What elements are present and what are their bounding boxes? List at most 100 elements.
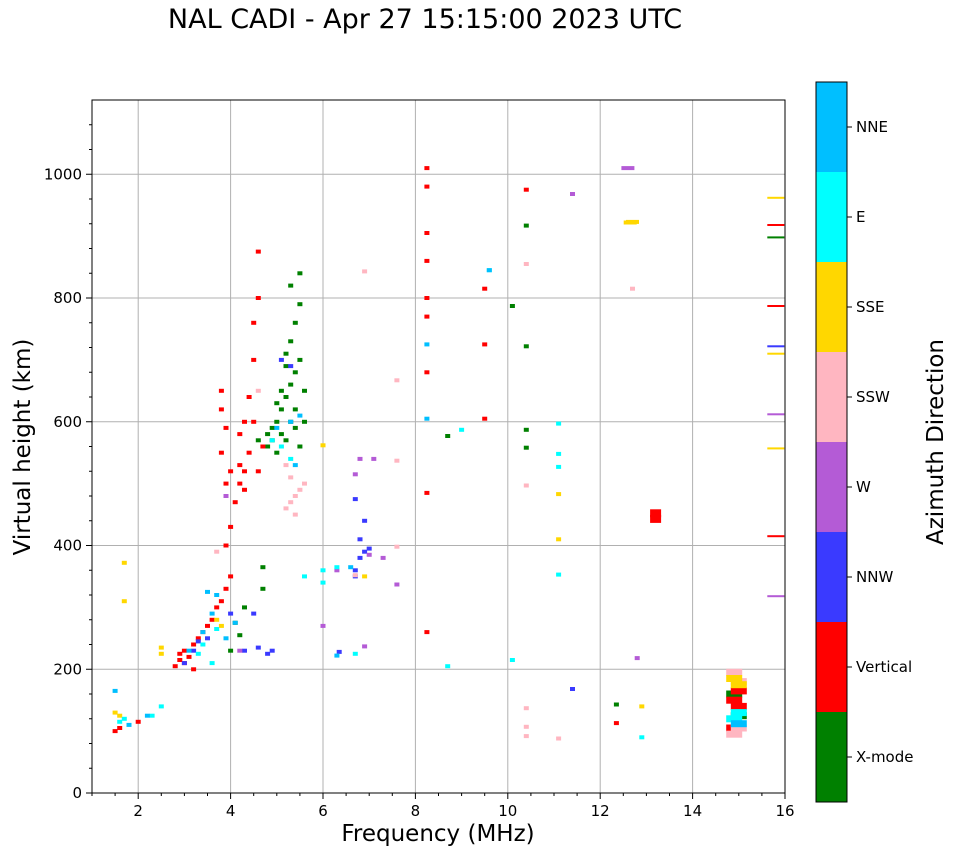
data-point-vertical xyxy=(223,481,229,486)
data-point-e xyxy=(556,464,562,469)
data-point-nne xyxy=(112,688,118,693)
data-point-vertical xyxy=(218,407,224,412)
data-point-sse xyxy=(767,447,785,450)
data-point-w xyxy=(366,552,372,557)
data-point-x-mode xyxy=(292,370,298,375)
data-point-e xyxy=(320,568,326,573)
data-point-w xyxy=(394,582,400,587)
data-point-vertical xyxy=(172,664,178,669)
data-point-vertical xyxy=(523,187,529,192)
data-point-ssw xyxy=(255,388,261,393)
data-point-nne xyxy=(223,636,229,641)
data-points xyxy=(112,166,785,741)
data-point-nne xyxy=(209,611,215,616)
data-point-nnw xyxy=(265,651,271,656)
data-point-x-mode xyxy=(302,419,307,424)
data-point-sse xyxy=(158,645,164,650)
data-point-ssw xyxy=(523,724,529,729)
x-tick-label: 6 xyxy=(318,802,328,820)
data-point-x-mode xyxy=(297,302,303,307)
colorbar-tick-label: E xyxy=(856,208,865,226)
data-point-ssw xyxy=(726,668,743,676)
data-point-nnw xyxy=(366,546,372,551)
data-point-vertical xyxy=(251,320,257,325)
data-point-nne xyxy=(186,648,192,653)
data-point-nne xyxy=(205,589,210,594)
data-point-x-mode xyxy=(278,407,284,412)
data-point-ssw xyxy=(362,269,368,274)
data-point-nnw xyxy=(767,345,785,348)
data-point-vertical xyxy=(228,469,234,474)
data-point-x-mode xyxy=(297,444,303,449)
data-point-nne xyxy=(297,413,303,418)
data-point-w xyxy=(570,192,575,196)
data-point-sse xyxy=(158,651,164,656)
data-point-nnw xyxy=(242,648,247,653)
data-point-vertical xyxy=(482,416,488,421)
data-point-x-mode xyxy=(283,364,289,369)
data-point-nne xyxy=(486,268,492,273)
data-point-w xyxy=(767,595,785,598)
data-point-nne xyxy=(334,653,340,658)
data-point-vertical xyxy=(424,296,430,300)
data-point-sse xyxy=(730,681,747,689)
grid xyxy=(92,100,786,794)
data-point-nne xyxy=(348,565,354,570)
data-point-vertical xyxy=(214,605,220,610)
data-point-e xyxy=(459,427,465,432)
data-point-x-mode xyxy=(237,633,243,638)
data-point-w xyxy=(362,644,368,649)
data-point-x-mode xyxy=(288,382,294,387)
data-point-nnw xyxy=(251,611,257,616)
data-point-vertical xyxy=(246,395,252,399)
data-point-nnw xyxy=(352,568,358,573)
colorbar-tick-label: W xyxy=(856,478,871,496)
data-point-vertical xyxy=(218,599,224,604)
data-point-vertical xyxy=(424,258,430,263)
data-point-nnw xyxy=(288,364,294,369)
data-point-e xyxy=(200,642,206,647)
data-point-ssw xyxy=(726,730,743,738)
data-point-nne xyxy=(144,713,150,718)
data-point-vertical xyxy=(613,721,619,726)
data-point-x-mode xyxy=(613,702,619,707)
data-point-sse xyxy=(112,710,118,715)
y-tick-label: 800 xyxy=(53,289,82,307)
data-point-x-mode xyxy=(767,236,785,239)
data-point-ssw xyxy=(297,487,303,492)
data-point-nnw xyxy=(205,636,210,641)
data-point-nnw xyxy=(195,639,201,644)
y-tick-label: 200 xyxy=(53,660,82,678)
data-point-e xyxy=(556,572,562,577)
y-tick-label: 1000 xyxy=(44,165,82,183)
x-tick-label: 8 xyxy=(411,802,421,820)
data-point-vertical xyxy=(767,305,785,307)
data-point-e xyxy=(158,704,164,709)
colorbar-label: Azimuth Direction xyxy=(923,339,949,545)
y-tick-label: 400 xyxy=(53,537,82,555)
data-point-vertical xyxy=(135,719,141,724)
data-point-nnw xyxy=(362,549,368,554)
data-point-e xyxy=(445,664,451,669)
data-point-vertical xyxy=(650,509,662,518)
data-point-vertical xyxy=(209,617,215,622)
data-point-x-mode xyxy=(278,388,284,393)
data-point-e xyxy=(730,709,747,717)
x-tick-label: 2 xyxy=(133,802,143,820)
colorbar-segment xyxy=(816,82,847,172)
data-point-sse xyxy=(121,560,127,565)
colorbar-frame xyxy=(815,81,848,803)
colorbar-segment xyxy=(816,262,847,352)
data-point-x-mode xyxy=(269,425,275,430)
data-point-w xyxy=(380,555,386,560)
data-point-nnw xyxy=(570,687,575,691)
data-point-nnw xyxy=(362,518,368,523)
data-point-ssw xyxy=(288,500,294,505)
data-point-nnw xyxy=(357,537,363,542)
data-point-ssw xyxy=(730,724,747,732)
data-point-vertical xyxy=(232,500,238,505)
data-point-nne xyxy=(214,593,220,597)
data-point-vertical xyxy=(177,651,183,656)
data-point-x-mode xyxy=(297,357,303,362)
data-point-x-mode xyxy=(265,444,271,449)
